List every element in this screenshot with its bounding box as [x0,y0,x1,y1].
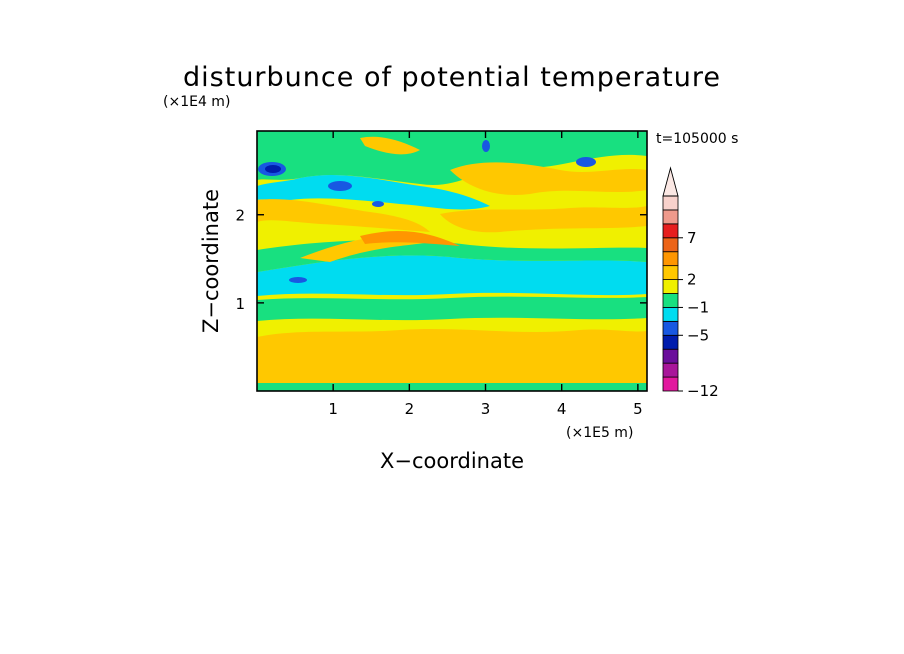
colorbar-extend-arrow [662,166,679,197]
field-dark-core-1 [265,165,281,173]
colorbar-segment [662,279,679,294]
field-cyan-top [257,175,490,210]
colorbar-segment [662,348,679,364]
colorbar-tick-label: −5 [687,326,709,344]
colorbar-tick-label: 2 [687,271,697,289]
colorbar-tick-label: −1 [687,298,709,316]
colorbar-segment [662,237,679,253]
colorbar-segment [662,293,679,308]
field-warm-lower [257,329,647,385]
colorbar-segment [662,334,679,350]
x-scale-label: (×1E5 m) [566,425,633,441]
field-blue-core-3 [372,201,384,207]
y-tick-label: 2 [235,207,245,225]
x-tick-label: 2 [405,400,415,418]
y-axis: 12 [235,207,647,313]
colorbar-segment [662,251,679,267]
heatmap-field [257,131,647,391]
field-green-top [257,131,647,185]
y-scale-label: (×1E4 m) [163,94,230,110]
plot-frame [256,130,648,392]
colorbar-segment [662,209,679,225]
colorbar: 7 2 −1 −5 −12 [662,166,719,400]
time-label: t=105000 s [656,131,738,147]
colorbar-segment [662,376,679,392]
x-tick-label: 1 [328,400,338,418]
field-orange-upper [257,199,430,232]
field-cyan-band [257,255,647,296]
field-blue-core-4 [576,157,596,167]
colorbar-tick-label: 7 [687,229,697,247]
field-green-floor [257,383,647,391]
colorbar-segment [662,307,679,322]
x-tick-label: 4 [557,400,567,418]
field-orange-top-right [450,162,647,195]
x-tick-label: 5 [633,400,643,418]
field-orange-streak-2 [360,231,460,246]
field-blue-core-5 [482,140,490,152]
colorbar-segment [662,195,679,211]
field-blue-core-6 [289,277,307,283]
colorbar-segment [662,265,679,280]
x-axis: 1 2 3 4 5 [328,131,643,418]
field-green-mid [257,296,647,321]
x-tick-label: 3 [481,400,491,418]
x-axis-label: X−coordinate [380,449,524,473]
field-orange-streak-3 [440,206,647,233]
colorbar-segment [662,320,679,336]
chart-title: disturbunce of potential temperature [183,62,721,93]
y-axis-label: Z−coordinate [199,189,223,333]
field-blue-core-2 [328,181,352,191]
colorbar-segment [662,223,679,239]
y-tick-label: 1 [235,295,245,313]
colorbar-segment [662,362,679,378]
colorbar-tick-label: −12 [687,382,719,400]
field-orange-top-left [360,136,420,155]
